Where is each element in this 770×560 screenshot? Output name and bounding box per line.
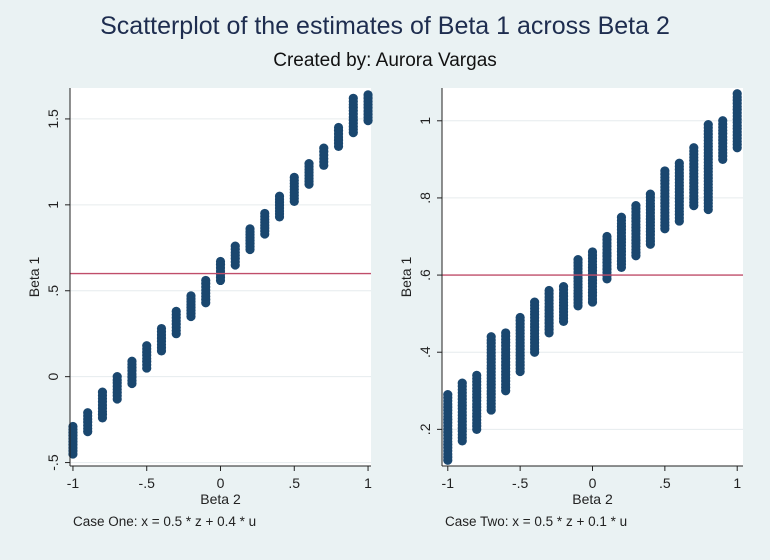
y-tick-label: .4 <box>417 346 433 358</box>
y-tick-label: .2 <box>417 423 433 435</box>
x-axis-title: Beta 2 <box>572 491 613 507</box>
data-point <box>260 208 270 219</box>
data-point <box>156 323 167 334</box>
data-point <box>472 370 482 380</box>
data-point <box>274 191 285 201</box>
data-point <box>530 297 540 307</box>
scatter-panel-case-two: -1 -.5 0 .5 1 .2 .4 .6 .8 1 Beta 2 Beta 1 Case Two: … <box>398 88 743 529</box>
x-tick-label: 0 <box>217 475 225 491</box>
data-point <box>457 378 467 388</box>
data-point <box>501 328 511 338</box>
data-point <box>363 90 373 100</box>
data-point <box>486 332 496 342</box>
data-point <box>674 158 684 168</box>
data-point <box>732 89 742 99</box>
y-tick-label: .8 <box>417 192 433 204</box>
x-tick-label: .5 <box>288 475 300 491</box>
data-point <box>112 372 122 382</box>
data-point <box>319 143 329 153</box>
data-point <box>68 421 78 432</box>
data-point <box>573 255 583 265</box>
y-tick-label: 1.5 <box>45 109 61 129</box>
x-tick-label: -.5 <box>512 475 529 491</box>
data-point <box>201 275 211 286</box>
data-point <box>289 172 299 182</box>
y-axis-title: Beta 1 <box>26 257 42 298</box>
chart-note: Case One: x = 0.5 * z + 0.4 * u <box>73 514 256 529</box>
data-point <box>558 282 569 292</box>
scatter-panel-case-one: -1 -.5 0 .5 1 -.5 0 .5 1 1.5 Beta 2 Beta 1 Case One:… <box>26 88 373 529</box>
x-tick-label: -1 <box>67 475 80 491</box>
data-point <box>645 189 655 199</box>
data-point <box>544 285 554 296</box>
y-tick-label: 0 <box>45 373 61 381</box>
y-tick-label: .5 <box>45 285 61 297</box>
data-point <box>616 212 627 222</box>
y-tick-label: 1 <box>45 201 61 209</box>
data-point <box>660 166 670 176</box>
data-point <box>631 201 641 211</box>
data-point <box>304 159 314 169</box>
y-tick-label: .6 <box>417 269 433 281</box>
data-point <box>602 231 612 242</box>
data-point <box>443 390 453 400</box>
x-tick-label: -1 <box>442 475 455 491</box>
chart-subtitle: Created by: Aurora Vargas <box>273 50 497 71</box>
x-tick-label: -.5 <box>139 475 156 491</box>
x-axis-title: Beta 2 <box>200 491 241 507</box>
x-tick-label: .5 <box>659 475 671 491</box>
data-point <box>333 122 344 133</box>
data-point <box>515 312 525 323</box>
chart-title: Scatterplot of the estimates of Beta 1 a… <box>100 12 670 40</box>
data-point <box>587 247 598 257</box>
data-point <box>127 356 137 366</box>
x-tick-label: 1 <box>733 475 741 491</box>
x-tick-label: 1 <box>364 475 372 491</box>
y-tick-label: -.5 <box>45 454 61 471</box>
chart-note: Case Two: x = 0.5 * z + 0.1 * u <box>445 514 627 529</box>
data-point <box>171 306 181 316</box>
y-axis-title: Beta 1 <box>398 257 414 298</box>
data-point <box>97 387 108 397</box>
data-point <box>703 120 713 130</box>
y-tick-label: 1 <box>417 117 433 125</box>
data-point <box>186 291 196 301</box>
data-point <box>83 408 93 418</box>
data-point <box>348 93 358 103</box>
data-point <box>142 341 152 351</box>
data-point <box>718 116 728 126</box>
x-tick-label: 0 <box>589 475 597 491</box>
data-point <box>245 224 255 234</box>
data-point <box>215 256 226 267</box>
data-point <box>689 143 699 153</box>
data-point <box>230 241 240 251</box>
